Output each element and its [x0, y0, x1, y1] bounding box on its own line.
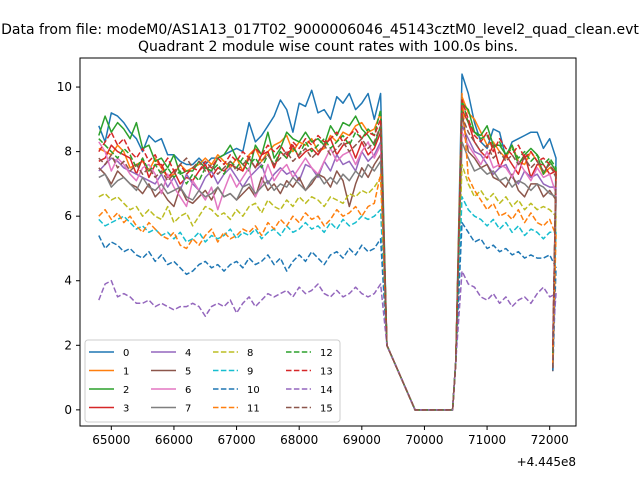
- legend-label-9: 9: [247, 367, 253, 378]
- legend-label-0: 0: [123, 348, 129, 359]
- plot-frame: [79, 57, 577, 427]
- figure-suptitle: Data from file: modeM0/AS1A13_017T02_900…: [1, 22, 639, 38]
- legend-label-7: 7: [185, 404, 191, 415]
- legend-label-6: 6: [185, 385, 191, 396]
- series-line-3: [98, 108, 557, 411]
- x-tick-label: 67000: [217, 433, 255, 447]
- y-tick-label: 10: [57, 80, 72, 94]
- legend-label-4: 4: [185, 348, 191, 359]
- legend-label-11: 11: [247, 404, 260, 415]
- series-line-6: [98, 131, 557, 411]
- series-line-13: [98, 99, 557, 411]
- series-layer: [98, 73, 557, 411]
- legend-label-12: 12: [320, 348, 333, 359]
- x-offset-label: +4.445e8: [517, 455, 576, 469]
- series-line-4: [98, 125, 557, 411]
- legend-label-14: 14: [320, 385, 333, 396]
- legend-label-5: 5: [185, 367, 191, 378]
- y-tick-label: 2: [64, 338, 72, 352]
- x-tick-label: 66000: [155, 433, 193, 447]
- legend-label-15: 15: [320, 404, 333, 415]
- x-tick-label: 70000: [405, 433, 443, 447]
- legend-label-1: 1: [123, 367, 129, 378]
- series-line-11: [98, 92, 557, 411]
- x-tick-label: 65000: [92, 433, 130, 447]
- y-tick-label: 6: [64, 209, 72, 223]
- x-tick-label: 69000: [343, 433, 381, 447]
- x-tick-label: 71000: [468, 433, 506, 447]
- legend-label-10: 10: [247, 385, 260, 396]
- series-line-10: [98, 221, 557, 411]
- series-line-7: [98, 141, 557, 411]
- series-line-0: [98, 73, 557, 411]
- y-tick-label: 0: [64, 403, 72, 417]
- y-tick-label: 8: [64, 145, 72, 159]
- series-line-14: [98, 270, 557, 411]
- y-axis: 0 2 4 6 8 10: [57, 80, 80, 417]
- series-line-8: [98, 163, 557, 411]
- y-tick-label: 4: [64, 274, 72, 288]
- legend-label-8: 8: [247, 348, 253, 359]
- x-axis: 65000 66000 67000 68000 69000 70000 71000 72000: [92, 426, 569, 447]
- legend-label-13: 13: [320, 367, 333, 378]
- legend-label-2: 2: [123, 385, 129, 396]
- series-line-9: [98, 196, 557, 411]
- x-tick-label: 72000: [531, 433, 569, 447]
- chart-title: Quadrant 2 module wise count rates with …: [138, 39, 518, 55]
- legend-frame: [84, 339, 341, 423]
- series-line-15: [98, 115, 557, 411]
- legend-label-3: 3: [123, 404, 129, 415]
- x-tick-label: 68000: [280, 433, 318, 447]
